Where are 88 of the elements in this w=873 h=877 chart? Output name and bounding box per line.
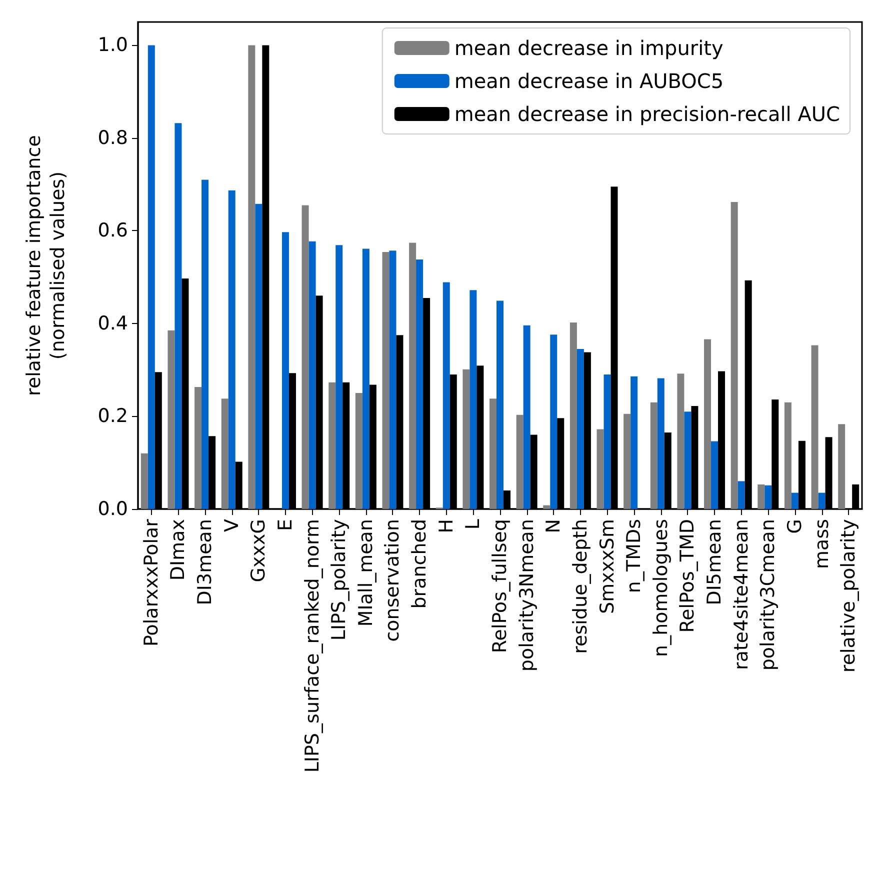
bar	[470, 290, 477, 509]
x-tick-label: polarity3Cmean	[757, 519, 780, 671]
bar	[730, 202, 738, 509]
bar	[389, 250, 396, 509]
x-tick-label: n_TMDs	[623, 519, 646, 594]
bar	[490, 398, 496, 509]
bar	[576, 348, 584, 509]
bar	[248, 45, 256, 509]
bar	[194, 387, 202, 509]
bar	[570, 322, 577, 509]
bar	[684, 412, 692, 509]
x-tick-label: conservation	[382, 519, 404, 642]
bar	[604, 374, 611, 509]
bar	[168, 330, 175, 509]
legend-label: mean decrease in impurity	[454, 36, 724, 60]
bar	[140, 453, 148, 509]
bar	[442, 282, 450, 509]
x-tick-label: L	[462, 518, 484, 530]
x-tick-label: V	[220, 519, 243, 532]
y-tick-label: 0.4	[98, 312, 128, 334]
bar	[409, 242, 416, 509]
bar	[838, 424, 846, 509]
y-axis-title: relative feature importance (normalised values)	[23, 135, 69, 396]
bar	[516, 414, 524, 509]
x-tick-label: N	[542, 519, 565, 534]
y-tick-label: 0.8	[98, 126, 128, 149]
x-tick-label: n_homologues	[650, 519, 672, 657]
bar	[221, 398, 228, 509]
x-tick-label: DI5mean	[704, 519, 726, 606]
x-tick-label: relative_polarity	[838, 519, 860, 673]
bar	[596, 429, 604, 509]
bar	[704, 339, 712, 509]
bar	[255, 204, 262, 509]
bar	[148, 45, 155, 509]
x-tick-label: GxxxG	[248, 519, 270, 582]
bar	[328, 382, 336, 509]
bar	[523, 325, 530, 509]
x-tick-label: polarity3Nmean	[516, 519, 538, 672]
bar	[657, 378, 664, 509]
x-tick-label: branched	[408, 519, 431, 609]
bar	[382, 252, 390, 509]
y-tick-label: 0.0	[98, 498, 128, 520]
legend-label: mean decrease in precision-recall AUC	[454, 102, 840, 126]
bar	[738, 481, 745, 509]
bar	[302, 205, 309, 509]
bar	[650, 402, 658, 509]
bar	[550, 334, 558, 509]
bar	[462, 369, 470, 509]
bar	[308, 241, 316, 509]
y-tick-label: 0.2	[98, 405, 128, 428]
x-tick-label: SmxxxSm	[596, 519, 618, 614]
bar	[496, 300, 504, 509]
bar	[228, 190, 236, 509]
x-tick-label: H	[435, 519, 458, 534]
bar	[355, 393, 362, 509]
y-tick-label: 1.0	[98, 34, 128, 56]
legend-label: mean decrease in AUBOC5	[454, 69, 724, 93]
x-tick-label: E	[274, 519, 296, 532]
x-tick-label: MIall_mean	[354, 519, 377, 627]
x-tick-label: LIPS_surface_ranked_norm	[301, 519, 324, 773]
bar	[818, 492, 826, 509]
bar	[202, 180, 209, 509]
bar	[630, 376, 638, 509]
bar	[711, 441, 718, 509]
x-tick-label: RelPos_TMD	[676, 519, 699, 633]
bar	[791, 492, 798, 509]
y-tick-label: 0.6	[98, 220, 128, 242]
bar	[174, 123, 182, 509]
bar	[764, 485, 772, 509]
bar	[677, 374, 684, 509]
bar	[811, 345, 818, 509]
bar	[282, 232, 289, 509]
x-tick-label: DImax	[167, 519, 190, 581]
x-tick-label: DI3mean	[194, 519, 216, 606]
bar	[758, 484, 765, 509]
bar	[362, 248, 370, 509]
x-tick-label: PolarxxxPolar	[140, 518, 162, 646]
x-tick-label: residue_depth	[569, 519, 592, 654]
bar	[624, 414, 631, 509]
x-tick-label: LIPS_polarity	[328, 519, 350, 641]
bar	[416, 259, 424, 509]
x-tick-label: G	[784, 519, 806, 534]
bar	[336, 245, 343, 509]
bar	[543, 505, 550, 509]
bar	[784, 402, 792, 509]
x-tick-label: RelPos_fullseq	[489, 519, 511, 654]
x-tick-label: mass	[810, 519, 833, 569]
x-tick-label: rate4site4mean	[730, 519, 752, 670]
